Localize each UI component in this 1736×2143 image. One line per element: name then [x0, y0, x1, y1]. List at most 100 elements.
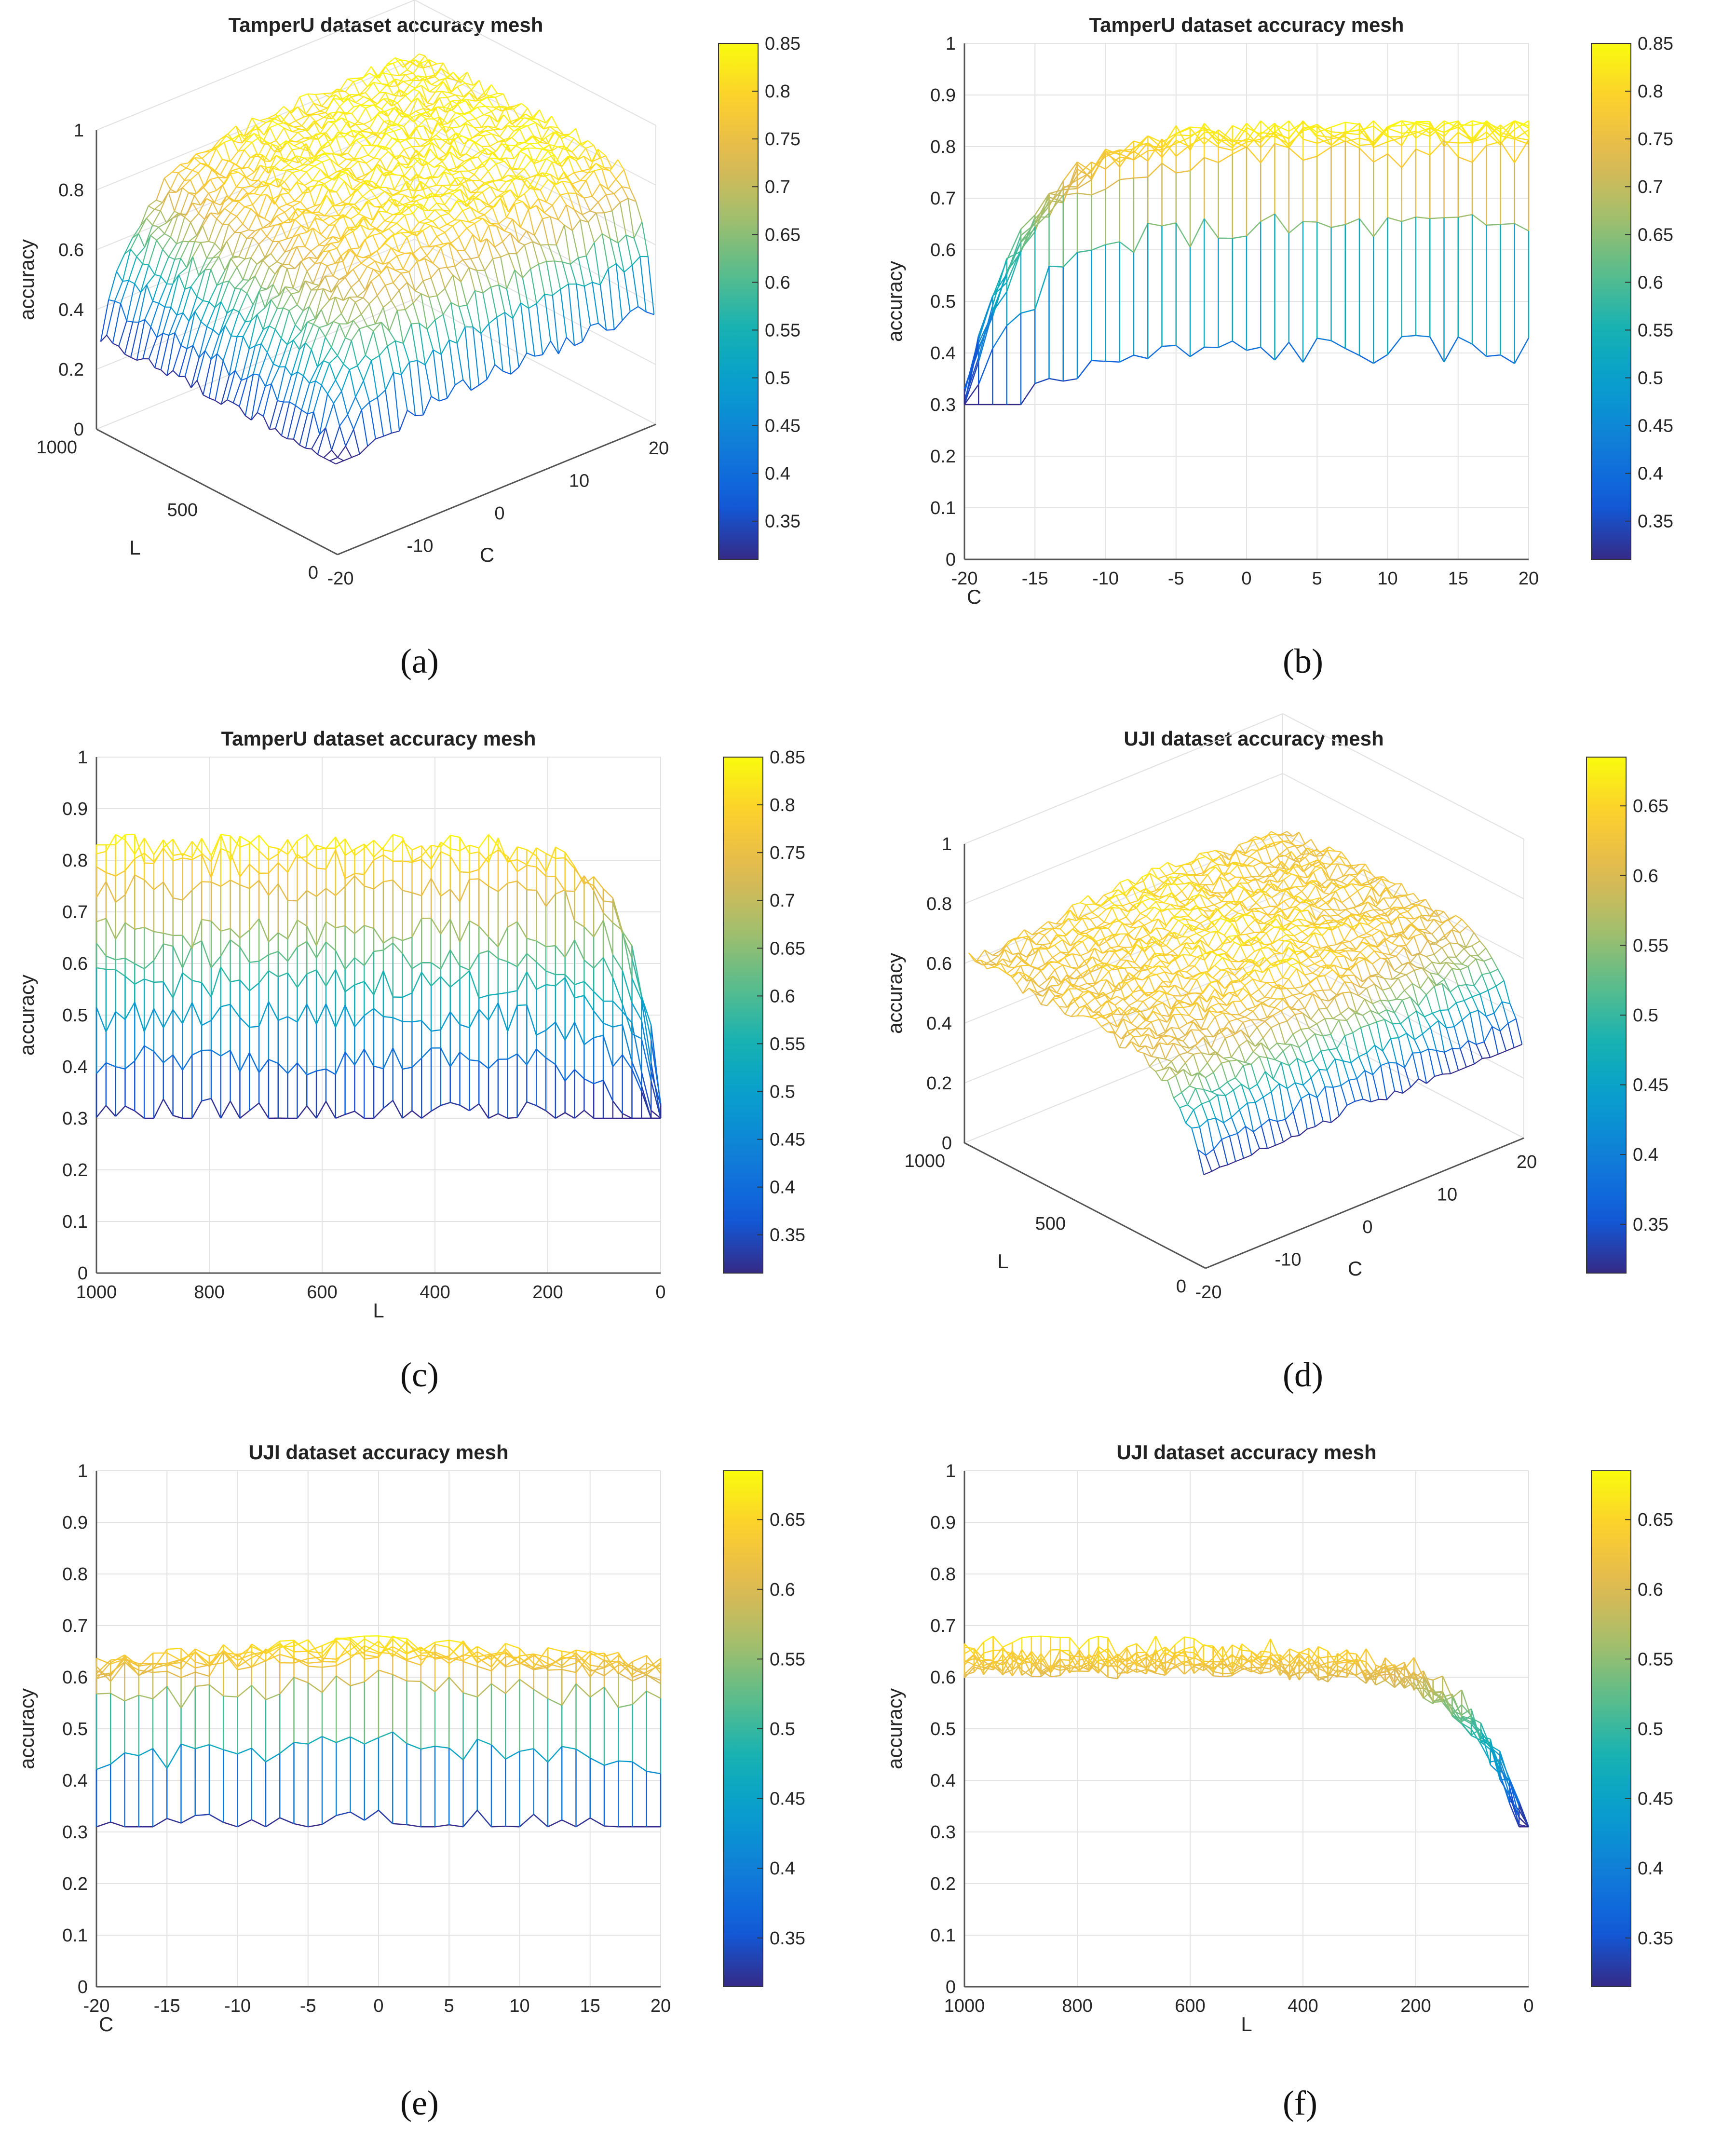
mesh-segment [373, 970, 384, 995]
mesh-segment [488, 993, 499, 996]
mesh-segment [1048, 180, 1064, 207]
mesh-segment [576, 283, 585, 287]
mesh-segment [443, 100, 452, 108]
mesh-segment [488, 171, 495, 182]
mesh-segment [204, 269, 211, 271]
mesh-segment [399, 112, 406, 115]
mesh-segment [296, 155, 305, 159]
mesh-segment [186, 167, 193, 171]
mesh-segment [343, 130, 353, 137]
mesh-segment [488, 1003, 499, 1021]
mesh-segment [1415, 127, 1430, 139]
mesh-segment [373, 82, 380, 93]
mesh-segment [250, 257, 258, 265]
mesh-segment [258, 141, 267, 157]
mesh-segment [144, 1045, 154, 1052]
mesh-segment [300, 225, 308, 233]
mesh-segment [516, 921, 528, 939]
mesh-segment [401, 59, 409, 62]
mesh-segment [136, 358, 143, 361]
mesh-segment [558, 337, 567, 354]
mesh-segment [416, 173, 425, 179]
mesh-segment [250, 244, 259, 258]
mesh-segment [218, 312, 228, 336]
mesh-segment [612, 902, 623, 934]
mesh-segment [448, 132, 456, 140]
mesh-segment [297, 854, 308, 863]
mesh-segment [482, 286, 491, 294]
mesh-segment [651, 1110, 661, 1119]
mesh-segment [512, 318, 519, 367]
mesh-segment [256, 214, 263, 229]
mesh-segment [555, 1022, 566, 1041]
mesh-segment [241, 288, 247, 294]
mesh-segment [321, 363, 330, 385]
mesh-segment [331, 426, 340, 450]
mesh-segment [1514, 120, 1529, 138]
mesh-segment [329, 159, 337, 172]
mesh-segment [1316, 123, 1332, 136]
mesh-segment [288, 164, 295, 170]
mesh-segment [1049, 378, 1063, 382]
mesh-segment [327, 393, 334, 404]
mesh-segment [472, 234, 481, 243]
mesh-segment [510, 190, 517, 200]
mesh-segment [414, 232, 421, 247]
mesh-segment [213, 256, 219, 258]
mesh-segment [332, 256, 342, 276]
mesh-segment [472, 195, 479, 213]
mesh-segment [124, 237, 133, 255]
mesh-segment [517, 179, 527, 199]
mesh-segment [261, 154, 269, 174]
mesh-segment [288, 310, 296, 326]
mesh-segment [156, 178, 165, 201]
mesh-segment [1288, 147, 1303, 161]
mesh-segment [1514, 139, 1530, 163]
y-axis-label: accuracy [883, 261, 906, 342]
mesh-segment [326, 888, 336, 896]
mesh-segment [355, 96, 364, 103]
mesh-segment [1316, 126, 1332, 146]
colorbar-tick-label: 0.4 [765, 464, 790, 484]
mesh-segment [374, 205, 381, 207]
mesh-segment [568, 284, 575, 346]
mesh-segment [321, 384, 328, 394]
mesh-segment [380, 126, 388, 134]
mesh-segment [402, 155, 410, 160]
mesh-segment [96, 866, 107, 873]
mesh-segment [138, 218, 147, 234]
mesh-segment [647, 256, 655, 315]
mesh-segment [353, 224, 361, 232]
mesh-segment [448, 213, 455, 220]
mesh-segment [583, 1078, 594, 1085]
mesh-segment [286, 169, 293, 173]
mesh-segment [236, 206, 245, 217]
mesh-segment [403, 324, 412, 344]
mesh-segment [522, 176, 530, 181]
mesh-segment [331, 347, 338, 356]
mesh-segment [194, 311, 202, 322]
mesh-segment [429, 123, 438, 140]
mesh-segment [533, 172, 543, 190]
mesh-segment [495, 163, 503, 179]
mesh-segment [411, 855, 422, 862]
mesh-segment [402, 228, 409, 233]
mesh-segment [433, 116, 440, 120]
mesh-segment [545, 1057, 556, 1065]
mesh-segment [587, 222, 595, 243]
mesh-segment [357, 296, 364, 298]
mesh-segment [1387, 136, 1402, 143]
mesh-segment [250, 208, 257, 215]
mesh-segment [252, 237, 259, 245]
y-tick-label: 1 [946, 34, 956, 54]
mesh-segment [219, 160, 229, 176]
mesh-segment [377, 114, 384, 122]
mesh-segment [208, 193, 215, 203]
mesh-segment [517, 113, 526, 120]
mesh-segment [272, 224, 282, 242]
mesh-segment [299, 93, 308, 97]
mesh-segment [1232, 340, 1247, 351]
mesh-segment [1415, 122, 1430, 128]
mesh-segment [592, 282, 599, 324]
mesh-segment [198, 173, 205, 187]
